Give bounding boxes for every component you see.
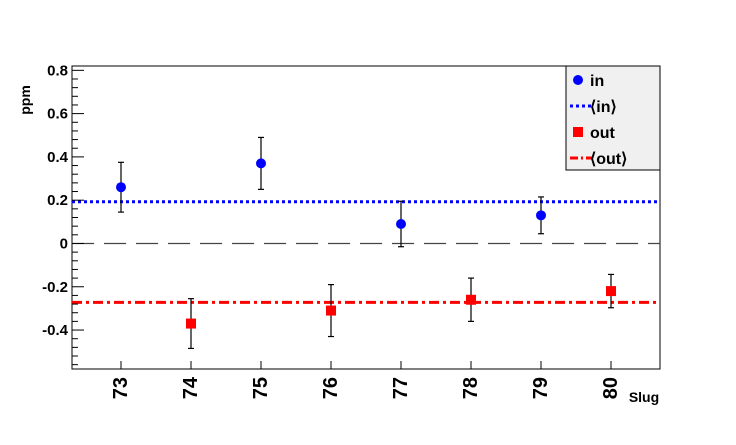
legend-symbol-in	[573, 75, 583, 85]
legend-label: in	[590, 73, 604, 90]
x-tick-label: 77	[390, 377, 412, 399]
y-tick-label: -0.4	[42, 322, 69, 339]
legend-label: ⟨out⟩	[590, 151, 627, 168]
data-point-out	[326, 305, 336, 316]
x-axis-label: Slug	[629, 389, 659, 405]
legend: in ⟨in⟩ out ⟨out⟩	[565, 65, 661, 171]
x-tick-label: 75	[250, 377, 272, 399]
x-axis: 73 74 75 76 77 78 79 80	[110, 361, 622, 399]
y-tick-label: 0.4	[47, 149, 69, 166]
fit-line-layer	[72, 200, 660, 304]
x-tick-label: 74	[180, 376, 202, 399]
y-tick-label: 0.8	[47, 62, 68, 79]
data-point-out	[606, 286, 616, 297]
data-point-in	[536, 210, 546, 221]
x-tick-label: 76	[320, 377, 342, 399]
y-tick-label: -0.2	[42, 279, 68, 296]
data-point-in	[256, 158, 266, 169]
legend-label: out	[590, 125, 616, 142]
data-points-layer	[116, 136, 616, 350]
y-axis: -0.4 -0.2 0 0.2 0.4 0.6 0.8	[42, 62, 84, 366]
y-tick-label: 0.2	[47, 192, 68, 209]
x-tick-label: 78	[460, 377, 482, 399]
y-tick-label: 0.6	[47, 106, 68, 123]
y-tick-label: 0	[60, 235, 68, 252]
legend-symbol-out	[573, 127, 583, 137]
data-point-out	[186, 318, 196, 329]
x-tick-label: 73	[110, 377, 132, 399]
data-point-in	[396, 218, 406, 229]
data-point-in	[116, 182, 126, 193]
x-tick-label: 80	[600, 377, 622, 399]
data-point-out	[466, 294, 476, 305]
y-axis-label: ppm	[17, 85, 33, 115]
x-tick-label: 79	[530, 377, 552, 399]
legend-label: ⟨in⟩	[590, 99, 617, 116]
